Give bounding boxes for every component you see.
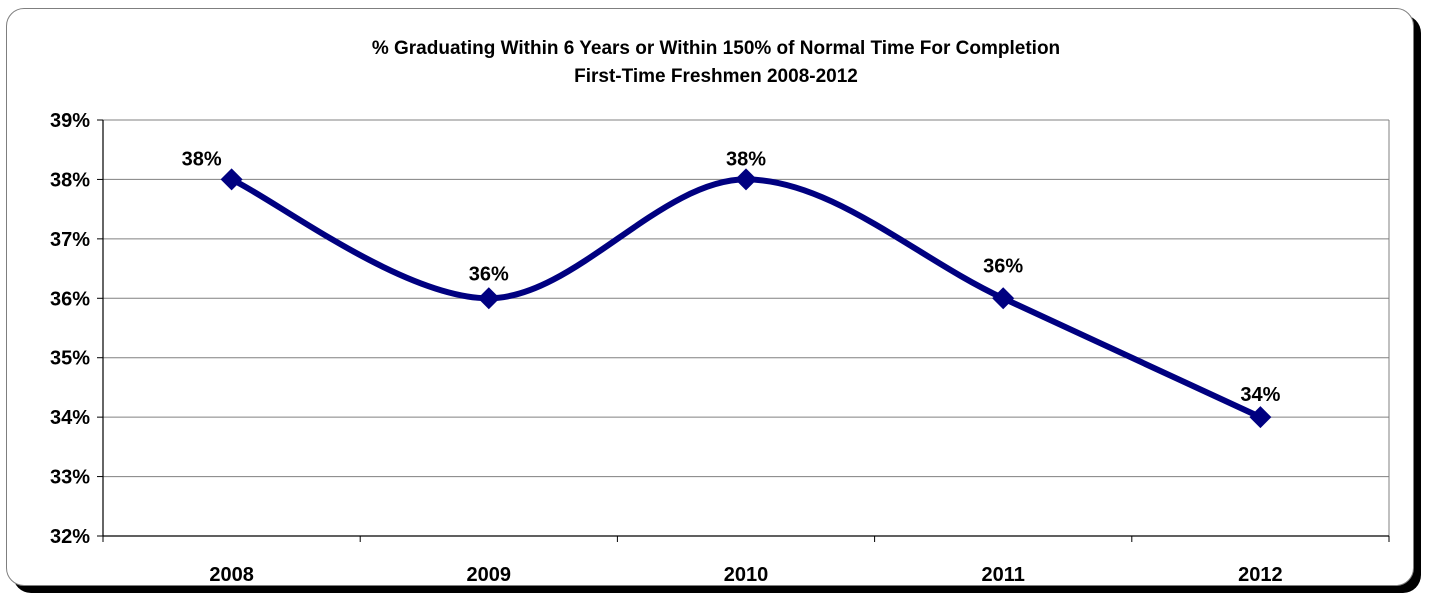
data-label: 36% [469, 263, 509, 285]
x-tick-label: 2010 [724, 564, 769, 586]
data-point-marker [220, 168, 243, 191]
data-point-marker [1249, 406, 1272, 429]
chart-title: % Graduating Within 6 Years or Within 15… [372, 38, 1060, 59]
data-label: 38% [182, 148, 222, 170]
data-label: 36% [983, 255, 1023, 277]
data-point-marker [477, 287, 500, 310]
plot-area: 32% 33% 34% 35% 36% 37% 38% 39% 2008 2009 2010 2011… [50, 110, 1390, 586]
chart-frame [6, 8, 1414, 586]
y-tick-label: 38% [50, 169, 90, 191]
x-tick-label: 2011 [982, 564, 1025, 586]
chart-subtitle: First-Time Freshmen 2008-2012 [574, 66, 858, 87]
x-tick-label: 2012 [1238, 564, 1283, 586]
x-tick-label: 2008 [209, 564, 254, 586]
y-tick-label: 37% [50, 229, 90, 251]
x-tick-label: 2009 [467, 564, 512, 586]
y-tick-label: 34% [50, 407, 90, 429]
y-tick-label: 39% [50, 110, 90, 132]
y-tick-label: 35% [50, 348, 90, 370]
y-tick-label: 32% [50, 526, 90, 548]
y-tick-label: 33% [50, 467, 90, 489]
data-label: 34% [1240, 384, 1280, 406]
y-tick-label: 36% [50, 288, 90, 310]
data-point-marker [735, 168, 757, 191]
data-point-marker [992, 287, 1015, 310]
data-label: 38% [726, 148, 766, 170]
